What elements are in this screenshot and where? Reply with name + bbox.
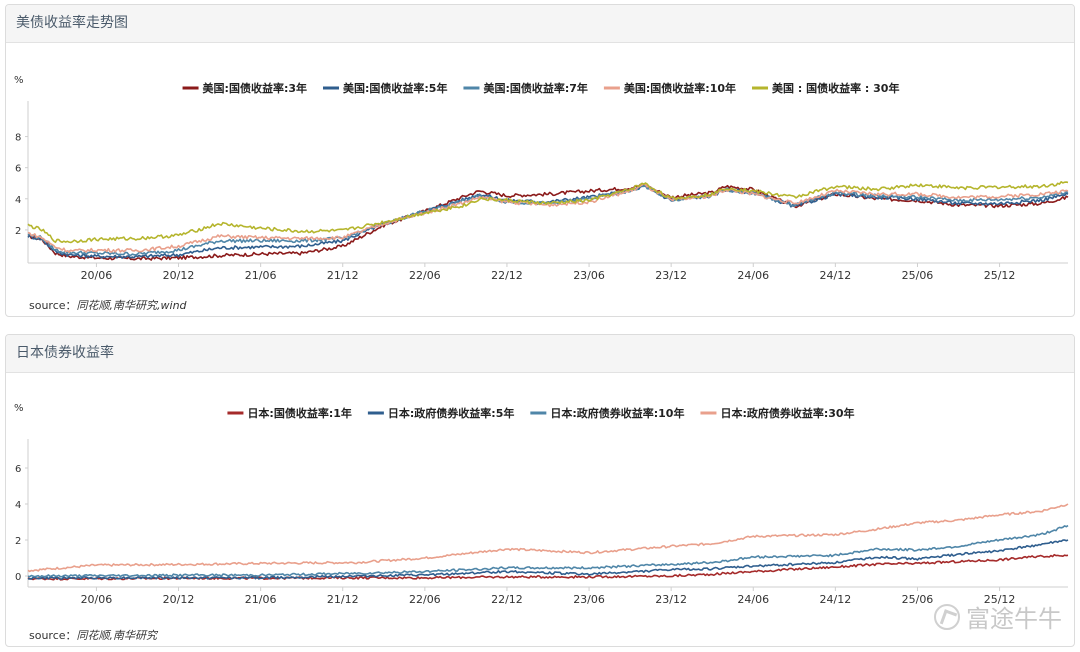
y-tick-label: 4: [15, 195, 21, 206]
x-tick-label: 23/12: [655, 593, 687, 606]
legend-item: 美国:国债收益率:5年: [323, 81, 447, 95]
x-tick-label: 21/12: [327, 593, 359, 606]
legend-label: 日本:政府债券收益率:5年: [388, 406, 514, 420]
legend-item: 美国:国债收益率:10年: [603, 81, 736, 95]
legend-label: 日本:政府债券收益率:30年: [720, 406, 854, 420]
jp-yield-panel: 日本债券收益率 % 0 2 4 6 20/06 20/12 21/06 21/12 22/06 22…: [5, 334, 1075, 647]
watermark-text: 富途牛牛: [966, 605, 1062, 633]
x-tick-label: 20/12: [163, 593, 195, 606]
legend-item: 美国 : 国债收益率 : 30年: [752, 81, 899, 95]
x-tick-label: 20/12: [163, 269, 195, 282]
legend-label: 美国:国债收益率:10年: [624, 81, 736, 95]
series-line: [27, 183, 1069, 253]
series-line: [27, 181, 1069, 244]
source-label: source：: [29, 629, 77, 642]
x-tick-label: 25/12: [984, 269, 1016, 282]
legend: 美国:国债收益率:3年 美国:国债收益率:5年 美国:国债收益率:7年 美国:国债收益…: [182, 81, 899, 95]
x-tick-label: 24/06: [737, 269, 769, 282]
x-tick-label: 21/12: [327, 269, 359, 282]
x-tick-label: 20/06: [81, 593, 113, 606]
y-tick-label: 2: [15, 536, 21, 547]
x-tick-label: 22/12: [491, 269, 523, 282]
legend-label: 美国:国债收益率:7年: [483, 81, 587, 95]
y-axis-unit-label: %: [14, 75, 24, 86]
y-tick-label: 6: [15, 464, 21, 475]
y-tick-label: 0: [15, 572, 21, 583]
us-yield-chart: % 2 4 6 8 20/06 20/12 21/06 21/12 22/06 22/12 23/06…: [14, 75, 1069, 282]
series-line: [27, 524, 1069, 578]
source-text: 同花顺,南华研究: [76, 629, 158, 642]
x-tick-label: 24/12: [820, 269, 852, 282]
series-line: [27, 539, 1069, 580]
x-tick-label: 22/06: [409, 269, 441, 282]
x-tick-label: 25/06: [902, 269, 934, 282]
legend-label: 美国:国债收益率:3年: [203, 81, 307, 95]
legend-item: 美国:国债收益率:7年: [463, 81, 588, 95]
series-line: [27, 503, 1069, 573]
panel-title: 日本债券收益率: [6, 335, 1074, 373]
legend-item: 日本:政府债券收益率:30年: [700, 406, 855, 420]
x-tick-label: 23/06: [573, 269, 605, 282]
legend-label: 美国 : 国债收益率 : 30年: [772, 81, 899, 95]
source-label: source：: [29, 299, 77, 312]
x-tick-label: 22/12: [491, 593, 523, 606]
x-tick-label: 25/12: [984, 593, 1016, 606]
series-line: [27, 183, 1069, 261]
jp-yield-chart: % 0 2 4 6 20/06 20/12 21/06 21/12 22/06 22/12 23/06…: [14, 403, 1069, 606]
legend: 日本:国债收益率:1年 日本:政府债券收益率:5年 日本:政府债券收益率:10年 日本…: [227, 406, 855, 420]
y-tick-label: 6: [15, 164, 21, 175]
legend-item: 日本:国债收益率:1年: [227, 406, 352, 420]
panel-title: 美债收益率走势图: [6, 5, 1074, 43]
watermark: 富途牛牛: [934, 599, 1062, 634]
x-tick-label: 23/12: [655, 269, 687, 282]
x-tick-label: 21/06: [245, 593, 277, 606]
y-axis-unit-label: %: [14, 403, 24, 414]
futu-logo-icon: [934, 603, 960, 630]
x-tick-label: 20/06: [81, 269, 113, 282]
x-tick-label: 25/06: [902, 593, 934, 606]
legend-item: 美国:国债收益率:3年: [182, 81, 307, 95]
legend-label: 日本:国债收益率:1年: [247, 406, 351, 420]
x-tick-label: 24/06: [737, 593, 769, 606]
us-yield-panel: 美债收益率走势图 % 2 4 6 8 20/06 20/12 21/06 21/12 22/06 2…: [5, 4, 1075, 317]
y-tick-label: 4: [15, 500, 21, 511]
legend-label: 日本:政府债券收益率:10年: [550, 406, 684, 420]
legend-label: 美国:国债收益率:5年: [343, 81, 447, 95]
x-tick-label: 24/12: [820, 593, 852, 606]
x-tick-label: 22/06: [409, 593, 441, 606]
legend-item: 日本:政府债券收益率:5年: [367, 406, 514, 420]
source-note: source：同花顺,南华研究,wind: [29, 297, 187, 313]
x-tick-label: 23/06: [573, 593, 605, 606]
source-text: 同花顺,南华研究,wind: [76, 299, 187, 312]
legend-item: 日本:政府债券收益率:10年: [530, 406, 684, 420]
x-tick-label: 21/06: [245, 269, 277, 282]
source-note: source：同花顺,南华研究: [29, 627, 157, 643]
y-tick-label: 8: [15, 133, 21, 144]
y-tick-label: 2: [15, 226, 21, 237]
